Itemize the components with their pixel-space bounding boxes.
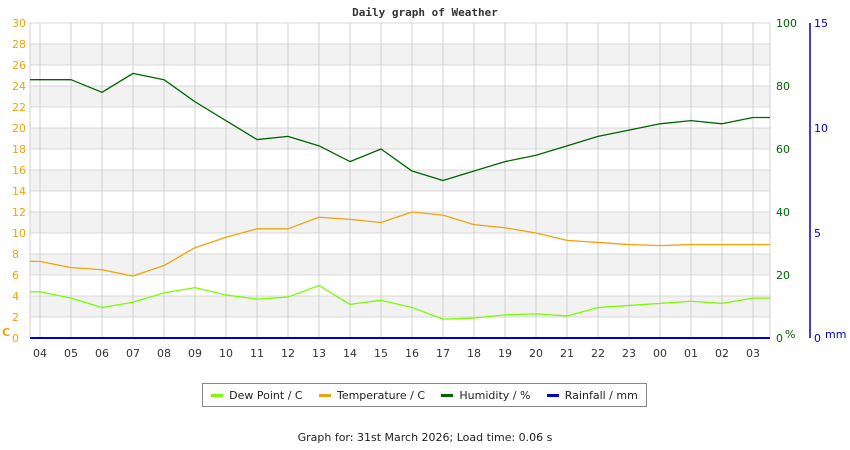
vertical-gridlines: [39, 23, 754, 338]
axes: 04 05 06 07 08 09 10 11 12 13 14 15 16 17 18 19 20 21 22 23…: [2, 17, 846, 360]
humidity-tick-label: 100: [776, 17, 797, 30]
humidity-tick-label: 20: [776, 269, 790, 282]
x-tick-label: 21: [560, 347, 574, 360]
left-tick-label: 4: [12, 290, 19, 303]
chart-title: Daily graph of Weather: [352, 6, 498, 19]
left-tick-label: 12: [12, 206, 26, 219]
rainfall-tick-label: 5: [814, 227, 821, 240]
left-tick-label: 10: [12, 227, 26, 240]
series-line: [30, 211, 770, 277]
humidity-swatch-icon: [441, 393, 454, 397]
x-tick-label: 22: [591, 347, 605, 360]
x-tick-label: 09: [188, 347, 202, 360]
left-tick-label: 24: [12, 80, 26, 93]
x-tick-label: 10: [219, 347, 233, 360]
x-tick-label: 14: [343, 347, 357, 360]
x-tick-label: 01: [684, 347, 698, 360]
x-tick-label: 20: [529, 347, 543, 360]
legend-label: Temperature / C: [336, 388, 426, 402]
left-tick-label: 8: [12, 248, 19, 261]
x-tick-label: 13: [312, 347, 326, 360]
left-tick-label: 28: [12, 38, 26, 51]
x-tick-label: 12: [281, 347, 295, 360]
series-line: [30, 72, 770, 182]
legend-item-rainfall: Rainfall / mm: [546, 388, 638, 402]
legend-label: Dew Point / C: [229, 388, 303, 402]
left-tick-label: 2: [12, 311, 19, 324]
x-tick-label: 08: [157, 347, 171, 360]
rainfall-tick-label: 10: [814, 122, 828, 135]
graph-footer: Graph for: 31st March 2026; Load time: 0…: [297, 431, 553, 444]
x-tick-label: 00: [653, 347, 667, 360]
weather-chart: 04 05 06 07 08 09 10 11 12 13 14 15 16 17 18 19 20 21 22 23…: [2, 17, 846, 360]
x-tick-label: 17: [436, 347, 450, 360]
grid-bands: [29, 22, 771, 339]
temperature-swatch-icon: [318, 393, 331, 397]
x-tick-label: 05: [64, 347, 78, 360]
rainfall-axis-unit: mm: [825, 328, 846, 341]
series-lines: [30, 72, 770, 339]
left-tick-label: 14: [12, 185, 26, 198]
legend-item-humidity: Humidity / %: [441, 389, 530, 402]
dew-point-swatch-icon: [211, 393, 224, 397]
left-tick-label: 22: [12, 101, 26, 114]
rainfall-tick-label: 0: [814, 332, 821, 345]
left-tick-label: 0: [12, 332, 19, 345]
x-tick-label: 16: [405, 347, 419, 360]
rainfall-swatch-icon: [546, 393, 559, 397]
x-tick-label: 02: [715, 347, 729, 360]
humidity-tick-label: 80: [776, 80, 790, 93]
left-tick-label: 6: [12, 269, 19, 282]
left-tick-label: 16: [12, 164, 26, 177]
humidity-axis-unit: %: [785, 328, 795, 341]
humidity-tick-label: 60: [776, 143, 790, 156]
legend-label: Rainfall / mm: [564, 388, 638, 402]
legend-label: Humidity / %: [459, 388, 531, 402]
left-axis-unit: C: [2, 326, 10, 339]
legend-item-temperature: Temperature / C: [318, 388, 426, 402]
rainfall-tick-label: 15: [814, 17, 828, 30]
left-tick-label: 30: [12, 17, 26, 30]
legend-item-dew-point: Dew Point / C: [211, 388, 303, 402]
series-line: [30, 284, 770, 320]
left-tick-label: 18: [12, 143, 26, 156]
x-tick-label: 03: [746, 347, 760, 360]
x-tick-label: 11: [250, 347, 264, 360]
chart-legend: Dew Point / C Temperature / C Humidity /…: [202, 383, 647, 407]
x-tick-label: 07: [126, 347, 140, 360]
left-tick-label: 20: [12, 122, 26, 135]
x-tick-label: 06: [95, 347, 109, 360]
x-tick-label: 23: [622, 347, 636, 360]
x-tick-label: 19: [498, 347, 512, 360]
x-tick-label: 04: [33, 347, 47, 360]
x-tick-label: 15: [374, 347, 388, 360]
left-tick-label: 26: [12, 59, 26, 72]
humidity-tick-label: 40: [776, 206, 790, 219]
x-tick-label: 18: [467, 347, 481, 360]
humidity-tick-label: 0: [776, 332, 783, 345]
